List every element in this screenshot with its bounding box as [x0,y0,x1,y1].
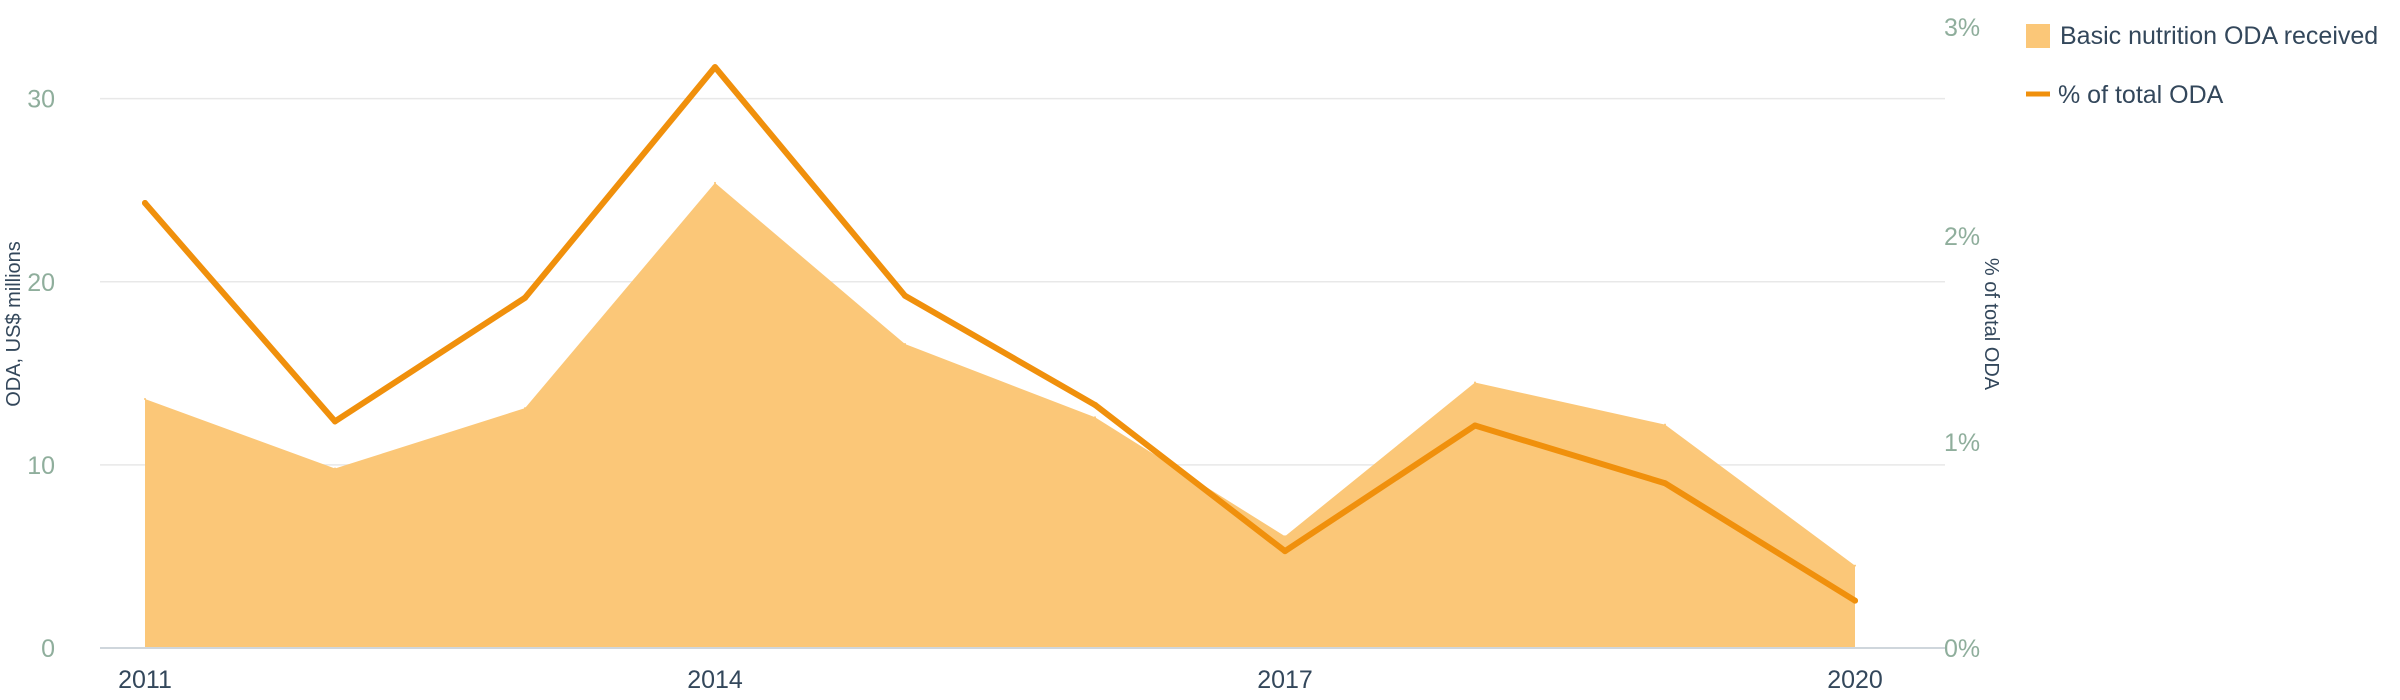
left-tick-20: 20 [27,269,55,297]
area-point-2020 [1854,564,1856,567]
line-point-2012 [332,418,338,425]
left-tick-10: 10 [27,452,55,480]
line-point-2014 [712,64,718,71]
right-tick-2%: 2% [1944,223,1980,251]
legend-label-line: % of total ODA [2058,81,2224,109]
legend: Basic nutrition ODA received % of total … [2026,22,2378,109]
line-points [142,64,1858,604]
area-point-2014 [714,181,716,184]
line-point-2018 [1472,422,1478,429]
left-axis-title: ODA, US$ millions [3,241,25,407]
area-point-2018 [1474,381,1476,384]
x-tick-2020: 2020 [1827,666,1883,694]
x-tick-2017: 2017 [1257,666,1313,694]
line-point-2015 [902,292,908,299]
right-tick-0%: 0% [1944,635,1980,663]
line-point-2019 [1662,480,1668,487]
line-point-2017 [1282,548,1288,555]
left-axis-ticks: 0 10 20 30 [27,86,55,663]
area-point-2015 [904,343,906,346]
legend-swatch-area [2026,24,2050,48]
right-axis-ticks: 0% 1% 2% 3% [1944,14,1980,663]
line-point-2011 [142,200,148,207]
area-basic-nutrition-oda [145,182,1855,649]
right-axis-title: % of total ODA [1980,258,2002,391]
area-point-2017 [1284,535,1286,538]
area-points [144,181,1856,567]
line-percent-total-oda [142,64,1858,604]
area-point-2016 [1094,416,1096,419]
area-point-2013 [524,407,526,410]
area-point-2019 [1664,423,1666,426]
right-tick-3%: 3% [1944,14,1980,42]
right-tick-1%: 1% [1944,429,1980,457]
x-tick-2011: 2011 [118,666,172,694]
x-axis-ticks: 2011 2014 2017 2020 [118,666,1883,694]
line-point-2020 [1852,597,1858,604]
area-point-2011 [144,397,146,400]
left-tick-0: 0 [41,635,55,663]
legend-label-area: Basic nutrition ODA received [2060,22,2378,50]
left-tick-30: 30 [27,86,55,114]
line-point-2013 [522,294,528,301]
x-tick-2014: 2014 [687,666,743,694]
line-point-2016 [1092,401,1098,408]
area-point-2012 [334,467,336,470]
